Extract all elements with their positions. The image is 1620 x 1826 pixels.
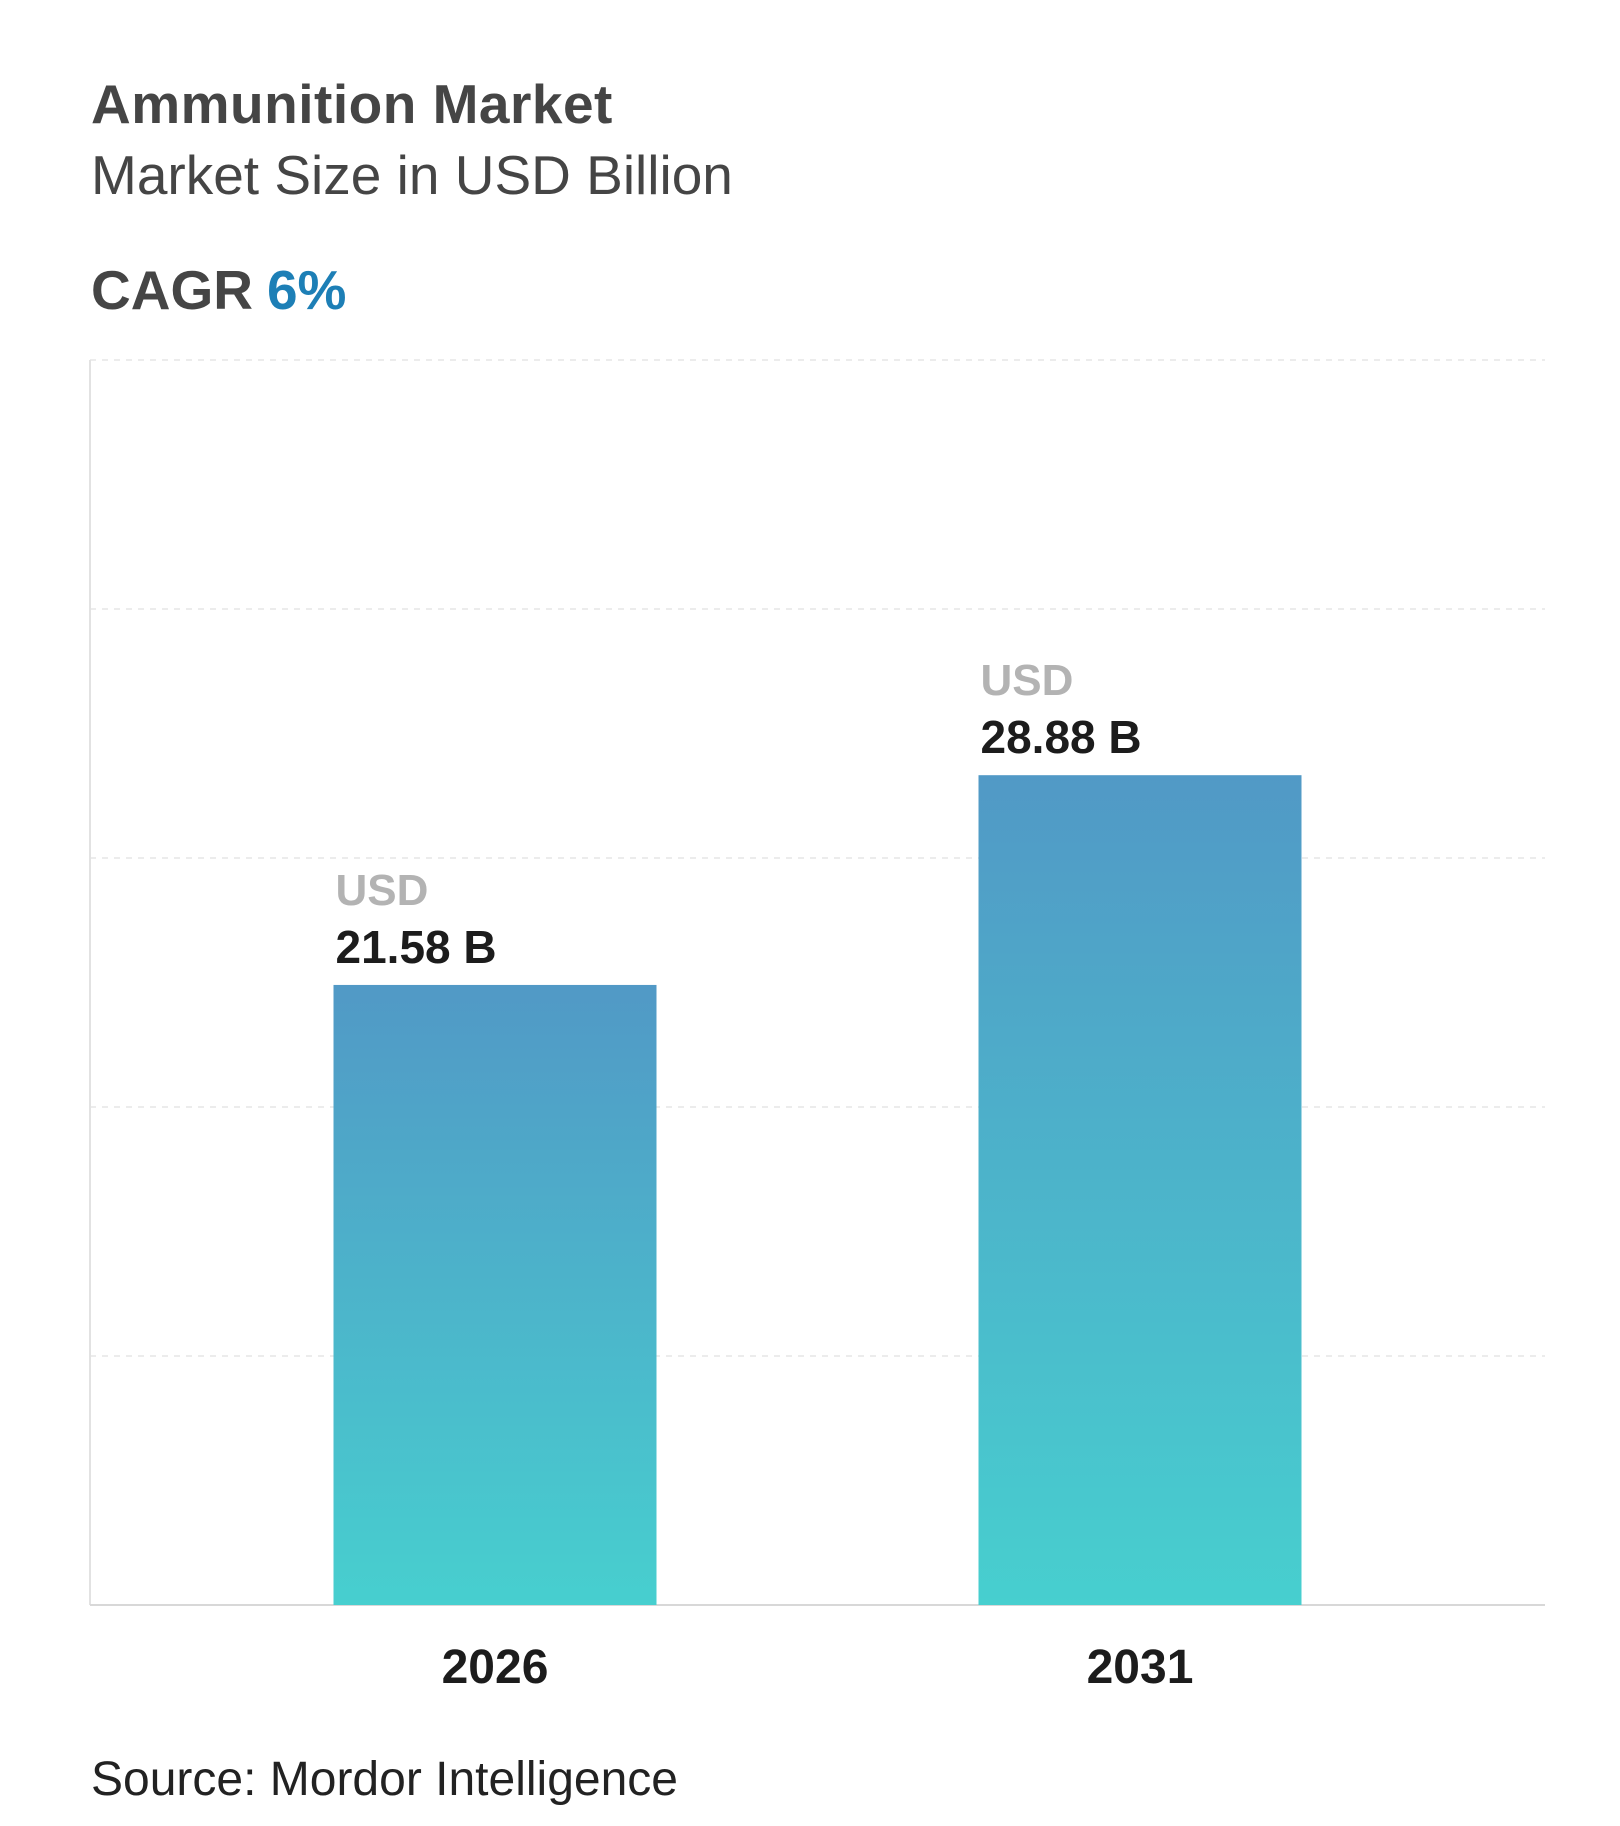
bar-2031 bbox=[978, 775, 1302, 1605]
bar-2026 bbox=[333, 984, 657, 1605]
cagr-block: CAGR 6% bbox=[91, 258, 346, 322]
cagr-value: 6% bbox=[266, 259, 347, 321]
cagr-label: CAGR bbox=[91, 259, 253, 321]
bar-labels-group: USD 21.58 B USD 28.88 B bbox=[336, 656, 1142, 973]
chart-title: Ammunition Market bbox=[91, 73, 613, 135]
bar-unit-label-2031: USD bbox=[981, 656, 1074, 705]
bar-value-label-2031: 28.88 B bbox=[981, 711, 1142, 763]
chart-subtitle: Market Size in USD Billion bbox=[91, 144, 733, 206]
x-tick-labels: 2026 2031 bbox=[442, 1641, 1194, 1694]
bar-unit-label-2026: USD bbox=[336, 866, 429, 915]
x-tick-2031: 2031 bbox=[1087, 1641, 1194, 1694]
bar-value-label-2026: 21.58 B bbox=[336, 921, 497, 973]
bars-group bbox=[333, 775, 1302, 1605]
chart-gridlines bbox=[90, 359, 1545, 1357]
x-tick-2026: 2026 bbox=[442, 1641, 549, 1694]
source-note: Source: Mordor Intelligence bbox=[91, 1753, 678, 1806]
